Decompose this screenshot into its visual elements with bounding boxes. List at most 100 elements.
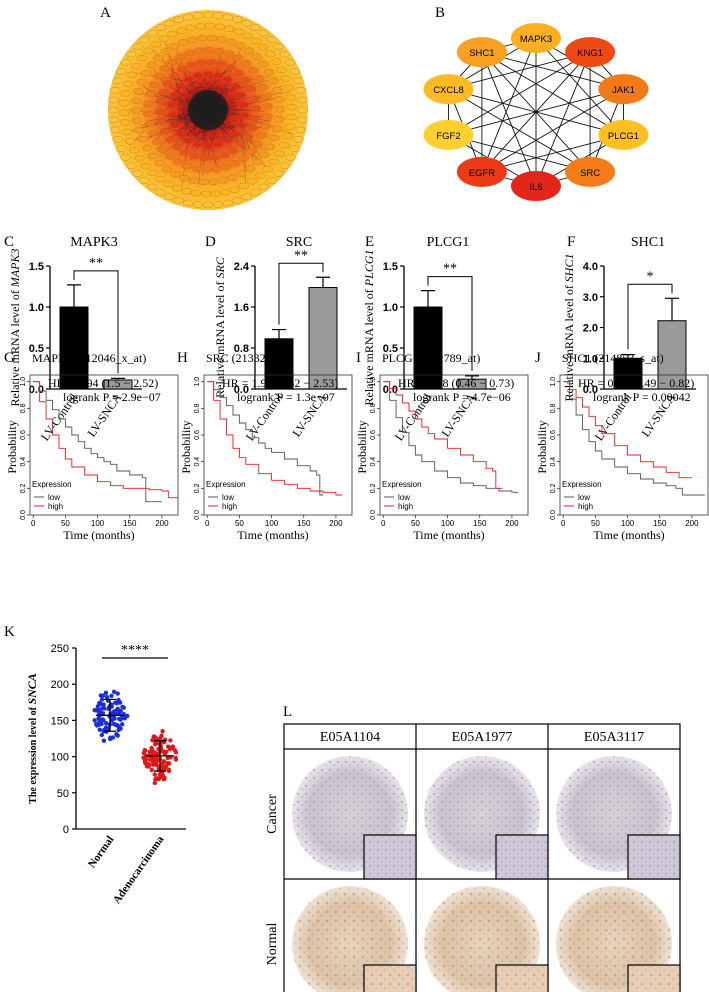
network-node [238, 154, 249, 162]
network-node [197, 35, 208, 42]
y-tick-label: 0.0 [234, 384, 249, 396]
network-node [119, 119, 131, 126]
y-label-gene: SRC [213, 256, 227, 278]
y-axis-label: Relative mRNA level of MAPK3 [8, 249, 22, 407]
network-node [258, 43, 269, 51]
panel-label-l: L [283, 704, 292, 720]
km-curve-low [33, 381, 162, 503]
network-node [147, 129, 158, 137]
error-bar [111, 377, 125, 380]
network-node [244, 165, 256, 172]
network-node [183, 137, 194, 144]
network-node [159, 65, 170, 72]
y-tick-label: 1.0 [370, 377, 377, 387]
network-node [285, 59, 296, 66]
network-node [121, 128, 133, 136]
y-tick-label: 0.6 [20, 430, 27, 440]
inset-texture [628, 835, 680, 879]
network-node [222, 137, 233, 144]
network-node [266, 177, 277, 184]
panel-label-h: H [177, 350, 188, 366]
data-point-adenocarcinoma [166, 768, 172, 774]
inset-texture [364, 965, 416, 992]
network-node [250, 189, 261, 196]
km-curve-low [207, 381, 324, 496]
data-point-normal [118, 717, 123, 722]
data-point-adenocarcinoma [173, 757, 179, 762]
data-point-adenocarcinoma [165, 755, 170, 761]
data-point-normal [115, 723, 120, 728]
network-node [230, 160, 241, 167]
km-plot-g: G MAPK3 (212046_x_at) HR = 1.94 (1.5 − 2.5… [4, 350, 179, 542]
y-axis-label: Probability [5, 420, 19, 473]
network-node [161, 166, 173, 173]
network-node [192, 201, 204, 208]
x-tick-label: 100 [91, 519, 105, 528]
data-point-normal [98, 693, 104, 698]
x-axis-label: Time (months) [413, 528, 484, 542]
x-tick-label: 100 [621, 519, 635, 528]
network-node [177, 66, 188, 73]
significance-mark: ** [89, 256, 103, 271]
x-tick-label: 0 [561, 519, 566, 528]
legend-label: low [222, 493, 234, 502]
km-title: SHC1 (214853_s_at) [562, 351, 664, 365]
network-node [119, 99, 130, 107]
y-tick-label: 3.0 [583, 292, 598, 304]
network-node [172, 143, 183, 151]
km-curve-high [33, 381, 178, 499]
network-node [154, 159, 165, 167]
network-node [155, 189, 166, 196]
legend-title: Expression [382, 480, 422, 489]
error-bar [272, 328, 286, 339]
network-node [255, 172, 266, 179]
network-node [116, 68, 127, 75]
network-node [268, 77, 279, 84]
network-node [195, 23, 206, 30]
x-tick-label: 0 [31, 519, 36, 528]
network-node [253, 75, 265, 82]
hub-node-label: SHC1 [469, 48, 494, 59]
chart-title: PLCG1 [427, 235, 470, 250]
data-point-adenocarcinoma [160, 761, 165, 766]
hub-node-shc1 [456, 37, 507, 68]
network-node [192, 12, 204, 19]
significance-mark: ** [294, 248, 308, 263]
network-node [140, 70, 152, 77]
network-node [132, 170, 143, 177]
error-bar [67, 284, 81, 307]
significance-bracket [627, 283, 673, 350]
network-node [219, 151, 230, 159]
network-node [222, 76, 233, 83]
data-point-normal [98, 701, 104, 707]
y-axis-label: Probability [355, 420, 369, 473]
y-tick-label: 0.8 [550, 403, 557, 413]
network-node [268, 158, 280, 166]
network-node [232, 54, 243, 61]
network-node [246, 148, 257, 155]
error-bar [621, 353, 635, 359]
network-node [232, 16, 243, 23]
network-node [196, 59, 207, 66]
network-node [163, 180, 174, 188]
network-node [286, 113, 297, 121]
significance-mark: * [647, 269, 654, 284]
hub-node-plcg1 [598, 119, 649, 150]
network-node [293, 136, 304, 143]
chart-title: SRC [286, 235, 312, 250]
data-point-adenocarcinoma [168, 738, 173, 743]
km-curve-low [563, 381, 705, 496]
hub-node-kng1 [565, 37, 616, 68]
network-node [250, 24, 261, 31]
network-node [108, 116, 119, 124]
survival-curves: G MAPK3 (212046_x_at) HR = 1.94 (1.5 − 2.5… [4, 350, 709, 542]
chart-title: MAPK3 [70, 235, 117, 250]
km-plot-h: H SRC (213324_at)HR = 1.96 (1.52 − 2.53)l… [177, 350, 353, 542]
row-header: Normal [265, 923, 280, 966]
y-tick-label: 200 [51, 679, 69, 691]
network-node [233, 28, 244, 35]
network-node [137, 136, 148, 143]
network-node [155, 24, 166, 31]
network-node [293, 77, 304, 84]
